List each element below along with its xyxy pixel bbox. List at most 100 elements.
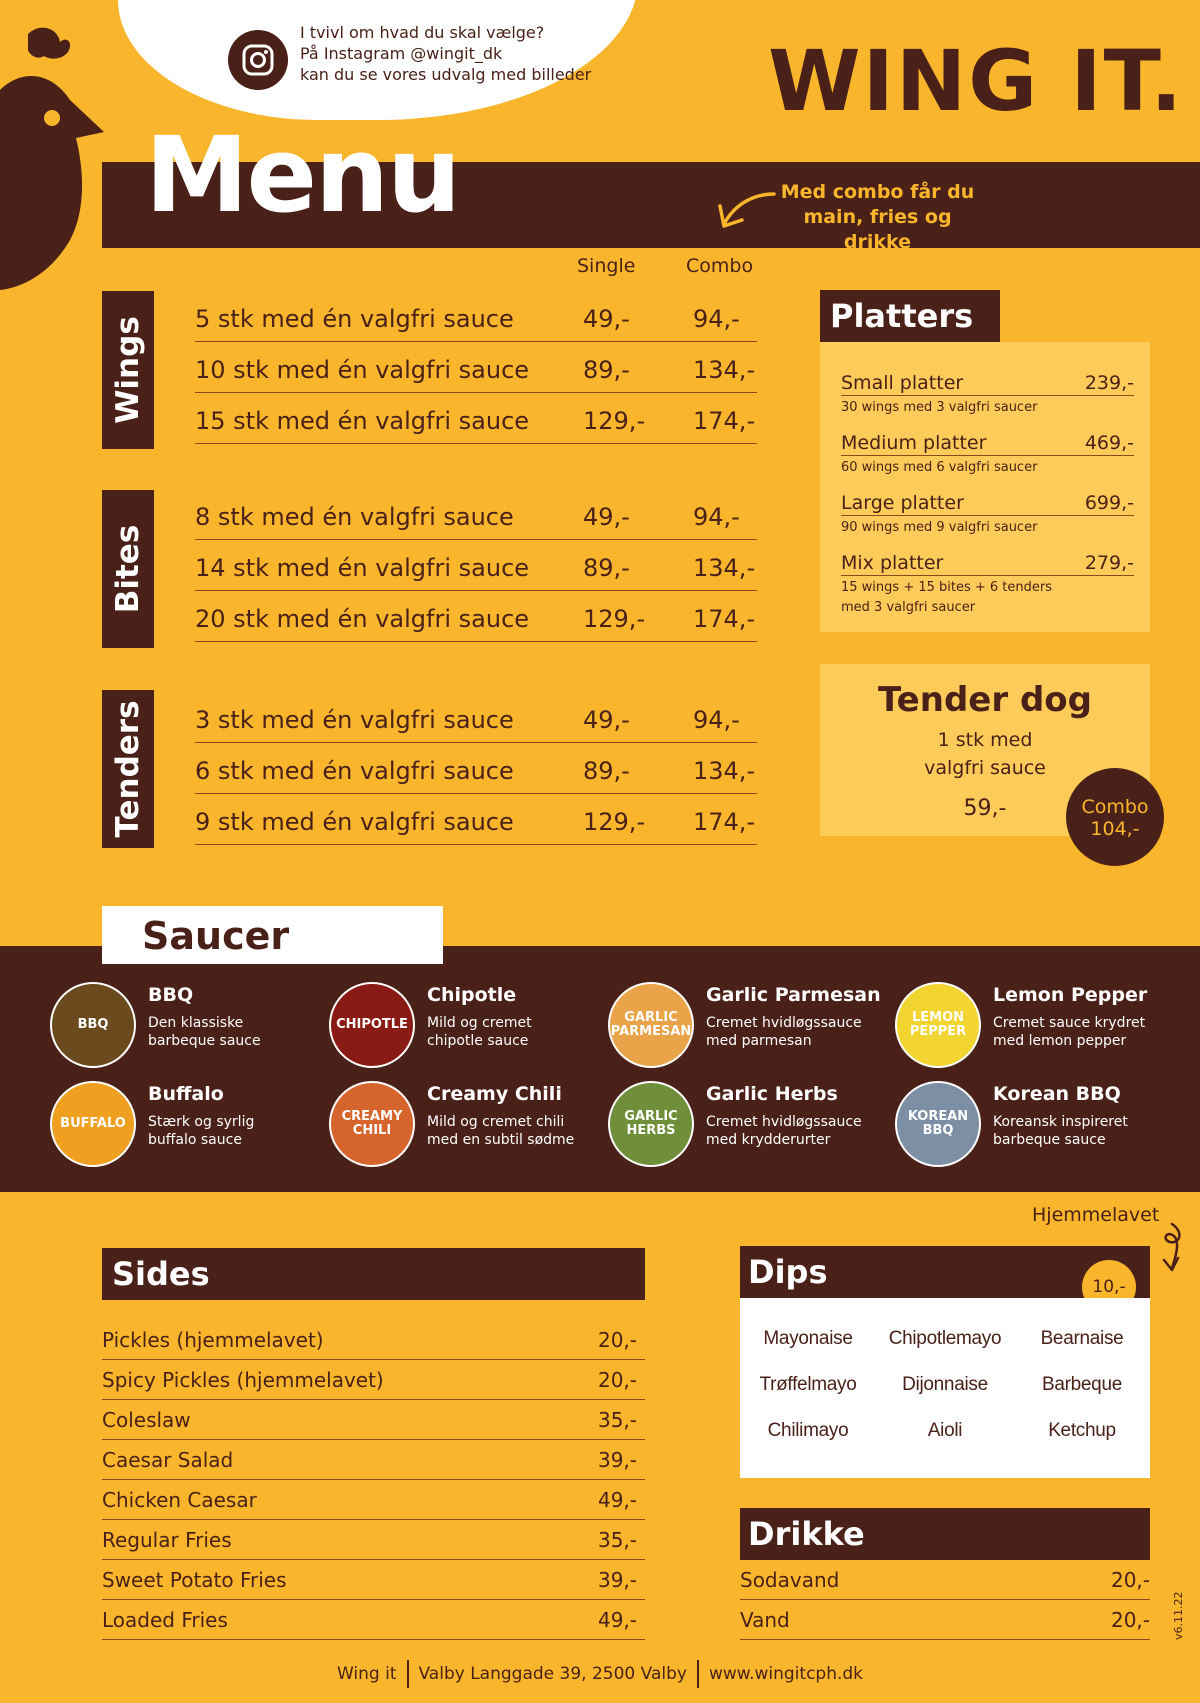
instagram-line[interactable]: På Instagram @wingit_dk — [300, 44, 503, 63]
footer-address: Valby Langgade 39, 2500 Valby — [418, 1664, 687, 1684]
sauce-name: Lemon Pepper — [993, 984, 1148, 1006]
side-row[interactable]: Sweet Potato Fries 39,- — [102, 1560, 645, 1600]
menu-row[interactable]: 3 stk med én valgfri sauce 49,- 94,- — [195, 697, 757, 743]
sauce-name: Garlic Parmesan — [706, 984, 881, 1006]
sauce-item[interactable]: CHIPOTLE Chipotle Mild og cremet chipotle… — [329, 982, 599, 1072]
page-title: Menu — [145, 114, 461, 236]
sauce-desc: Cremet hvidløgssauce med krydderurter — [706, 1113, 886, 1149]
saucer-title: Saucer — [142, 914, 290, 958]
single-price: 89,- — [583, 554, 630, 582]
menu-header-bar — [102, 162, 1200, 248]
menu-row[interactable]: 6 stk med én valgfri sauce 89,- 134,- — [195, 748, 757, 794]
item-label: 14 stk med én valgfri sauce — [195, 554, 530, 582]
platter-item[interactable]: Medium platter 469,- 60 wings med 6 valgf… — [841, 430, 1134, 478]
side-row[interactable]: Regular Fries 35,- — [102, 1520, 645, 1560]
sauce-desc-line: med en subtil sødme — [427, 1132, 575, 1148]
dip-item[interactable]: Trøffelmayo — [759, 1374, 857, 1395]
platter-name: Large platter — [841, 492, 964, 514]
platters-title: Platters — [820, 290, 1000, 342]
drink-price: 20,- — [1110, 1608, 1150, 1632]
drink-row[interactable]: Vand 20,- — [740, 1600, 1150, 1640]
platter-price: 469,- — [1084, 432, 1134, 454]
dips-title: Dips — [740, 1246, 1150, 1298]
sauce-item[interactable]: CREAMY CHILI Creamy Chili Mild og cremet… — [329, 1081, 599, 1171]
sauce-desc-line: Mild og cremet chili — [427, 1114, 565, 1130]
sauce-item[interactable]: GARLIC HERBS Garlic Herbs Cremet hvidløg… — [608, 1081, 878, 1171]
tender-dog-desc-line: 1 stk med — [937, 729, 1033, 751]
side-name: Caesar Salad — [102, 1448, 234, 1472]
sauce-desc: Koreansk inspireret barbeque sauce — [993, 1113, 1173, 1149]
menu-row[interactable]: 15 stk med én valgfri sauce 129,- 174,- — [195, 398, 757, 444]
combo-price: 134,- — [693, 554, 756, 582]
side-row[interactable]: Loaded Fries 49,- — [102, 1600, 645, 1640]
dip-item[interactable]: Barbeque — [1041, 1374, 1122, 1395]
single-price: 89,- — [583, 757, 630, 785]
dips-box: Mayonaise Chipotlemayo Bearnaise Trøffel… — [740, 1298, 1150, 1478]
footer-website-link[interactable]: www.wingitcph.dk — [708, 1664, 864, 1684]
combo-price: 134,- — [693, 356, 756, 384]
menu-row[interactable]: 8 stk med én valgfri sauce 49,- 94,- — [195, 494, 757, 540]
combo-price: 134,- — [693, 757, 756, 785]
menu-row[interactable]: 14 stk med én valgfri sauce 89,- 134,- — [195, 545, 757, 591]
side-row[interactable]: Coleslaw 35,- — [102, 1400, 645, 1440]
side-row[interactable]: Pickles (hjemmelavet) 20,- — [102, 1320, 645, 1360]
drink-row[interactable]: Sodavand 20,- — [740, 1560, 1150, 1600]
sauce-desc-line: Koreansk inspireret — [993, 1114, 1128, 1130]
platter-item[interactable]: Small platter 239,- 30 wings med 3 valgfr… — [841, 370, 1134, 418]
dip-item[interactable]: Mayonaise — [763, 1328, 853, 1349]
platter-desc: 15 wings + 15 bites + 6 tenders — [841, 580, 1053, 595]
combo-note: Med combo får du main, fries og drikke — [770, 180, 985, 255]
instagram-note: I tvivl om hvad du skal vælge? På Instag… — [300, 22, 591, 85]
combo-note-line: Med combo får du — [780, 181, 975, 203]
drink-name: Vand — [740, 1608, 790, 1632]
platter-name: Medium platter — [841, 432, 987, 454]
side-name: Sweet Potato Fries — [102, 1568, 287, 1592]
version-label: v6.11.22 — [1172, 1591, 1185, 1641]
sauce-desc-line: barbeque sauce — [993, 1132, 1106, 1148]
item-label: 10 stk med én valgfri sauce — [195, 356, 530, 384]
item-label: 3 stk med én valgfri sauce — [195, 706, 514, 734]
instagram-icon[interactable] — [228, 30, 288, 90]
dip-item[interactable]: Ketchup — [1048, 1420, 1116, 1441]
bbq-sauce-icon: BBQ — [50, 982, 136, 1068]
side-name: Chicken Caesar — [102, 1488, 257, 1512]
side-price: 35,- — [597, 1528, 637, 1552]
dip-item[interactable]: Chilimayo — [767, 1420, 849, 1441]
side-name: Coleslaw — [102, 1408, 191, 1432]
platter-price: 239,- — [1084, 372, 1134, 394]
sauce-item[interactable]: LEMON PEPPER Lemon Pepper Cremet sauce k… — [895, 982, 1165, 1072]
sauce-desc-line: Mild og cremet — [427, 1015, 532, 1031]
sauce-item[interactable]: BBQ BBQ Den klassiske barbeque sauce — [50, 982, 320, 1072]
sauce-item[interactable]: GARLIC PARMESAN Garlic Parmesan Cremet h… — [608, 982, 881, 1072]
sauce-item[interactable]: BUFFALO Buffalo Stærk og syrlig buffalo s… — [50, 1081, 320, 1171]
dip-item[interactable]: Chipotlemayo — [888, 1328, 1002, 1349]
menu-row[interactable]: 20 stk med én valgfri sauce 129,- 174,- — [195, 596, 757, 642]
dip-item[interactable]: Bearnaise — [1040, 1328, 1124, 1349]
platter-name: Mix platter — [841, 552, 944, 574]
side-price: 20,- — [597, 1328, 637, 1352]
sauce-desc: Mild og cremet chipotle sauce — [427, 1014, 607, 1050]
platter-item[interactable]: Large platter 699,- 90 wings med 9 valgfr… — [841, 490, 1134, 538]
sauce-desc: Den klassiske barbeque sauce — [148, 1014, 328, 1050]
single-price: 89,- — [583, 356, 630, 384]
section-tab-bites: Bites — [102, 490, 154, 648]
dip-item[interactable]: Dijonnaise — [902, 1374, 988, 1395]
dip-item[interactable]: Aioli — [927, 1420, 963, 1441]
side-row[interactable]: Spicy Pickles (hjemmelavet) 20,- — [102, 1360, 645, 1400]
column-header-single: Single — [577, 255, 636, 277]
section-label: Wings — [110, 316, 146, 424]
menu-row[interactable]: 9 stk med én valgfri sauce 129,- 174,- — [195, 799, 757, 845]
side-price: 49,- — [597, 1488, 637, 1512]
sauce-desc-line: barbeque sauce — [148, 1033, 261, 1049]
side-row[interactable]: Chicken Caesar 49,- — [102, 1480, 645, 1520]
combo-price: 174,- — [693, 407, 756, 435]
side-row[interactable]: Caesar Salad 39,- — [102, 1440, 645, 1480]
garlic-herbs-sauce-icon: GARLIC HERBS — [608, 1081, 694, 1167]
sauce-item[interactable]: KOREAN BBQ Korean BBQ Koreansk inspirere… — [895, 1081, 1165, 1171]
sauce-desc-line: Den klassiske — [148, 1015, 244, 1031]
platter-desc: 90 wings med 9 valgfri saucer — [841, 520, 1038, 535]
menu-row[interactable]: 10 stk med én valgfri sauce 89,- 134,- — [195, 347, 757, 393]
menu-row[interactable]: 5 stk med én valgfri sauce 49,- 94,- — [195, 296, 757, 342]
sauce-desc-line: med lemon pepper — [993, 1033, 1127, 1049]
platter-item[interactable]: Mix platter 279,- 15 wings + 15 bites + 6… — [841, 550, 1134, 618]
